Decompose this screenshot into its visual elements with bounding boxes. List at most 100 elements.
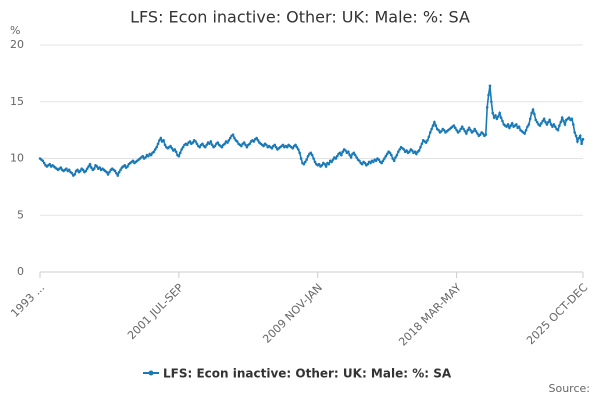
- data-point: [265, 143, 268, 147]
- data-point: [476, 132, 479, 135]
- data-point: [281, 143, 285, 147]
- data-point: [117, 170, 121, 174]
- data-point: [462, 127, 465, 131]
- data-point: [177, 154, 181, 158]
- data-point: [487, 93, 490, 97]
- data-point: [501, 119, 504, 123]
- data-point: [341, 150, 345, 153]
- data-point: [452, 124, 456, 127]
- data-point: [398, 148, 401, 151]
- data-point: [383, 157, 386, 160]
- data-point: [523, 132, 526, 135]
- data-point: [158, 139, 161, 142]
- data-point: [405, 149, 408, 152]
- data-point: [440, 129, 443, 133]
- data-point: [517, 125, 521, 129]
- data-point: [312, 157, 315, 160]
- data-point: [458, 129, 461, 133]
- data-point: [396, 150, 400, 153]
- data-point: [173, 148, 177, 151]
- data-point: [576, 140, 579, 143]
- data-point: [208, 142, 211, 146]
- x-tick-label: 2018 MAR-MAY: [396, 281, 464, 349]
- data-point: [298, 151, 301, 155]
- data-point: [115, 171, 118, 175]
- data-point: [153, 148, 157, 151]
- data-point: [90, 166, 93, 169]
- data-point: [331, 158, 335, 161]
- data-point: [544, 120, 547, 124]
- data-point: [420, 142, 424, 146]
- data-point: [270, 146, 274, 150]
- data-point: [81, 168, 85, 172]
- chart-title: LFS: Econ inactive: Other: UK: Male: %: …: [130, 8, 470, 27]
- data-point: [201, 142, 204, 146]
- data-point: [508, 126, 511, 130]
- data-point: [558, 124, 561, 127]
- data-point: [391, 157, 395, 160]
- data-point: [256, 139, 260, 142]
- data-point: [491, 111, 495, 115]
- data-point: [413, 150, 417, 153]
- data-point: [408, 150, 411, 153]
- data-point: [244, 143, 247, 147]
- data-point: [395, 153, 399, 157]
- data-point: [198, 145, 202, 149]
- data-point: [363, 161, 367, 165]
- data-point: [210, 143, 214, 147]
- data-point: [478, 133, 482, 136]
- data-point: [262, 144, 265, 148]
- data-point: [526, 125, 529, 129]
- data-point: [220, 145, 224, 149]
- legend-marker: [148, 370, 154, 376]
- data-point: [306, 154, 310, 158]
- data-point: [380, 161, 383, 165]
- data-point: [369, 161, 372, 165]
- data-point: [392, 159, 396, 163]
- data-point: [95, 165, 99, 168]
- data-point: [144, 156, 147, 159]
- data-point: [194, 140, 197, 143]
- data-point: [108, 170, 111, 174]
- data-point: [310, 153, 314, 157]
- data-point: [209, 140, 213, 143]
- data-point: [156, 142, 160, 146]
- data-point: [242, 141, 246, 144]
- data-point: [226, 141, 229, 144]
- data-point: [88, 162, 92, 166]
- data-point: [223, 142, 227, 146]
- data-point: [147, 154, 150, 158]
- data-point: [490, 100, 493, 104]
- data-point: [481, 132, 485, 135]
- data-point: [85, 167, 89, 171]
- series-line: [39, 85, 584, 178]
- legend-label: LFS: Econ inactive: Other: UK: Male: %: …: [163, 367, 452, 381]
- data-point: [131, 159, 135, 163]
- data-point: [385, 152, 389, 156]
- data-point: [235, 140, 239, 143]
- data-point: [469, 128, 472, 132]
- data-point: [538, 124, 542, 127]
- data-point: [295, 145, 299, 149]
- data-point: [353, 153, 357, 157]
- y-tick-label: 10: [10, 152, 24, 165]
- data-point: [428, 131, 432, 134]
- data-point: [417, 149, 421, 152]
- data-point: [155, 145, 158, 149]
- data-point: [303, 160, 307, 164]
- data-point: [505, 125, 508, 129]
- y-tick-label: 5: [17, 208, 24, 221]
- data-point: [274, 145, 278, 149]
- data-point: [460, 125, 464, 129]
- data-point: [174, 150, 178, 153]
- data-point: [578, 134, 582, 138]
- data-point: [548, 118, 551, 122]
- data-point: [384, 154, 388, 158]
- data-point: [355, 156, 358, 159]
- data-point: [170, 146, 174, 150]
- data-point: [371, 160, 375, 164]
- data-point: [163, 143, 167, 147]
- data-point: [433, 120, 436, 124]
- data-point: [78, 169, 82, 173]
- data-point: [344, 149, 347, 152]
